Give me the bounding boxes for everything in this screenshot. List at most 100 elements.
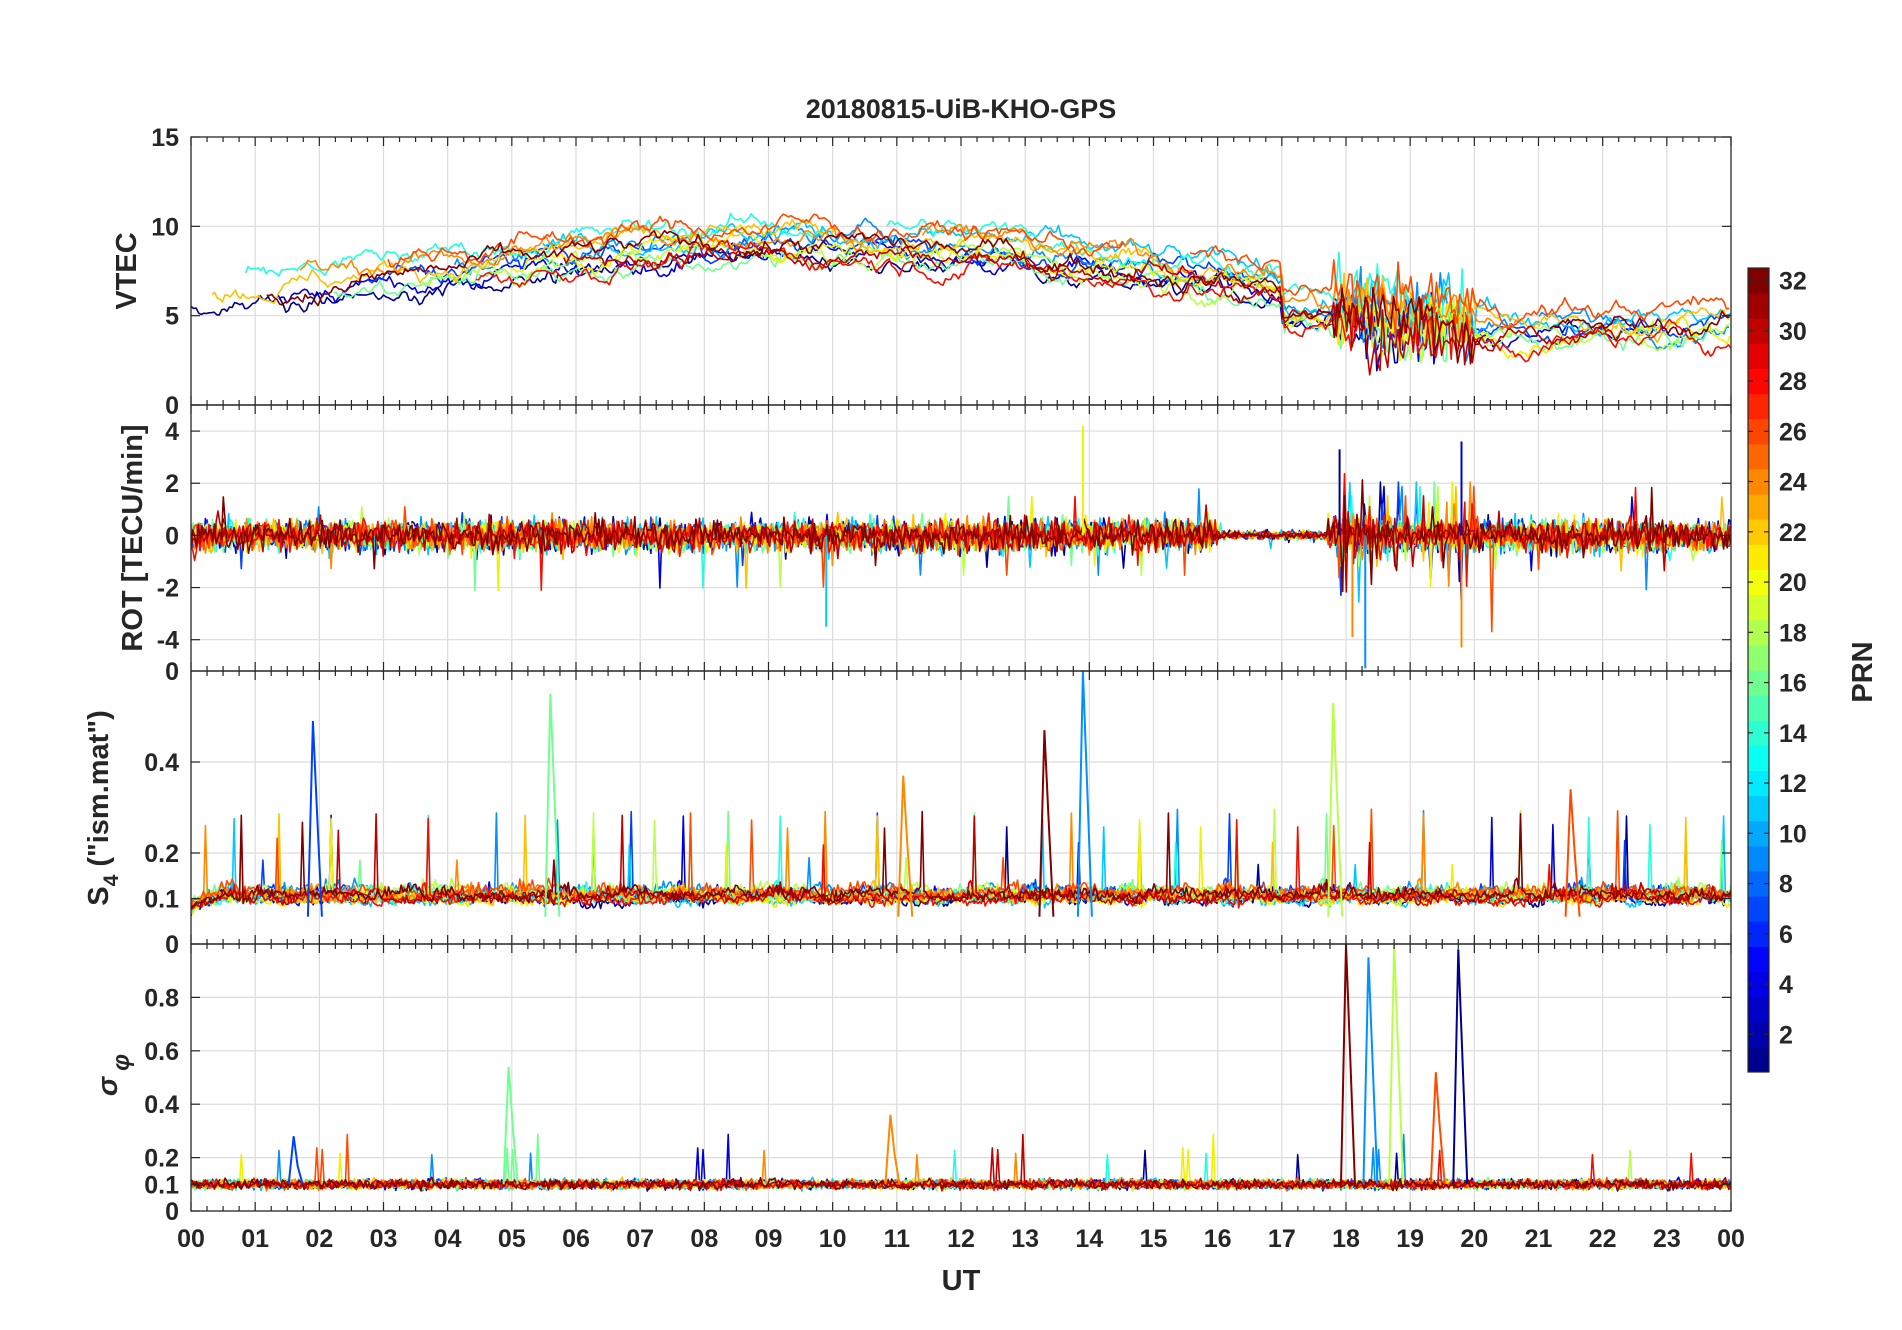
y-tick-label: 0.4 — [144, 1091, 179, 1119]
sigma-phi-panel: 00.10.2 0.4 0.6 0.8 00 01 02 03 04 05 06 07 08 09 10 11… — [144, 943, 1745, 1253]
colorbar-band — [1748, 469, 1769, 495]
chart-title: 20180815-UiB-KHO-GPS — [806, 94, 1117, 124]
y-tick-label: 15 — [151, 124, 179, 152]
colorbar-band — [1748, 594, 1769, 621]
rot-panel: -4 -2 0 2 4 — [157, 404, 1732, 672]
x-tick-label: 22 — [1589, 1225, 1617, 1253]
peak-mark — [1388, 944, 1405, 1185]
x-tick-label: 23 — [1653, 1225, 1681, 1253]
colorbar-tick-label: 4 — [1779, 971, 1793, 999]
colorbar-label: PRN — [1847, 641, 1879, 702]
x-tick-label: 02 — [305, 1225, 333, 1253]
rot-y-axis-label: ROT [TECU/min] — [117, 424, 149, 651]
prn-trace — [299, 224, 879, 277]
y-tick-label: 4 — [165, 418, 179, 446]
colorbar-tick-label: 26 — [1779, 418, 1807, 446]
prn-trace — [1549, 310, 1730, 337]
colorbar-tick-label: 28 — [1779, 368, 1807, 396]
vtec-y-axis-label: VTEC — [111, 232, 143, 309]
colorbar-tick-label: 32 — [1779, 268, 1807, 296]
x-tick-label: 05 — [498, 1225, 526, 1253]
colorbar-tick-label: 18 — [1779, 619, 1807, 647]
peak-mark — [1076, 671, 1093, 917]
peak-mark — [287, 1136, 304, 1185]
y-tick-label: 5 — [165, 303, 179, 331]
x-tick-label: 03 — [370, 1225, 398, 1253]
y-tick-label: 0.1 — [144, 1171, 179, 1199]
s4-panel: 0 0.1 0.2 0.4 0 — [144, 658, 1732, 959]
rot-traces — [191, 425, 1731, 669]
colorbar-tick-label: 16 — [1779, 670, 1807, 698]
y-tick-label: 0.6 — [144, 1038, 179, 1066]
y-tick-label: -4 — [157, 627, 179, 655]
y-tick-label: 0 — [165, 522, 179, 550]
colorbar-frame — [1747, 267, 1770, 1073]
prn-trace — [266, 229, 1487, 365]
colorbar-band — [1748, 368, 1769, 395]
prn-trace — [191, 1176, 1731, 1192]
peak-mark — [544, 693, 561, 917]
peak-mark — [1362, 957, 1379, 1185]
peak-mark — [1452, 949, 1469, 1185]
y-tick-label: 0 — [165, 931, 179, 959]
x-tick-label: 14 — [1075, 1225, 1103, 1253]
colorbar-band — [1748, 770, 1769, 797]
colorbar-band — [1748, 393, 1769, 420]
prn-trace — [1363, 303, 1730, 364]
colorbar-band — [1748, 519, 1769, 545]
colorbar-band — [1748, 343, 1769, 369]
prn-trace — [886, 218, 1466, 343]
y-tick-label: 0 — [165, 658, 179, 686]
colorbar-band — [1748, 494, 1769, 520]
colorbar-tick-label: 20 — [1779, 569, 1807, 597]
colorbar-band — [1748, 443, 1769, 470]
prn-trace — [1538, 308, 1730, 350]
colorbar-band — [1748, 720, 1769, 746]
x-tick-label: 00 — [177, 1225, 205, 1253]
colorbar-tick-label: 2 — [1779, 1021, 1793, 1049]
colorbar-tick-label: 14 — [1779, 720, 1807, 748]
prn-trace — [387, 213, 1126, 268]
colorbar-tick-label: 24 — [1779, 469, 1807, 497]
vtec-panel: 0 5 10 15 — [151, 124, 1732, 420]
x-tick-label: 10 — [819, 1225, 847, 1253]
y-tick-label: 0.8 — [144, 984, 179, 1012]
colorbar-band — [1748, 946, 1769, 972]
peak-mark — [897, 775, 914, 917]
x-tick-label: 20 — [1460, 1225, 1488, 1253]
peak-mark — [1564, 789, 1581, 917]
prn-trace — [191, 813, 1731, 909]
prn-trace — [1189, 245, 1730, 338]
x-tick-label: 01 — [241, 1225, 269, 1253]
colorbar-band — [1748, 418, 1769, 445]
colorbar-band — [1748, 695, 1769, 721]
colorbar-band — [1748, 544, 1769, 570]
x-tick-label: 07 — [626, 1225, 654, 1253]
y-tick-label: -2 — [157, 575, 179, 603]
x-tick-label: 11 — [884, 1225, 911, 1253]
x-tick-label: 08 — [690, 1225, 718, 1253]
colorbar-band — [1748, 896, 1769, 922]
y-tick-label: 0 — [165, 392, 179, 420]
x-tick-label: 16 — [1204, 1225, 1232, 1253]
colorbar-tick-label: 8 — [1779, 871, 1793, 899]
prn-trace — [475, 239, 1375, 352]
colorbar-band — [1748, 971, 1769, 998]
peak-mark — [502, 1066, 519, 1185]
sigma-phi-y-axis-label: σφ — [92, 1054, 135, 1096]
x-tick-label: 06 — [562, 1225, 590, 1253]
colorbar-band — [1748, 619, 1769, 646]
colorbar-band — [1748, 871, 1769, 897]
x-tick-label: 00 — [1717, 1225, 1745, 1253]
colorbar-band — [1748, 745, 1769, 771]
colorbar-tick-label: 10 — [1779, 820, 1807, 848]
y-tick-label: 0 — [165, 1198, 179, 1226]
colorbar-tick-label: 22 — [1779, 519, 1807, 547]
colorbar-tick-label: 6 — [1779, 921, 1793, 949]
y-tick-label: 0.2 — [144, 840, 179, 868]
colorbar-band — [1748, 921, 1769, 947]
x-tick-label: 18 — [1332, 1225, 1360, 1253]
x-tick-label: 21 — [1525, 1225, 1553, 1253]
y-tick-label: 0.2 — [144, 1145, 179, 1173]
